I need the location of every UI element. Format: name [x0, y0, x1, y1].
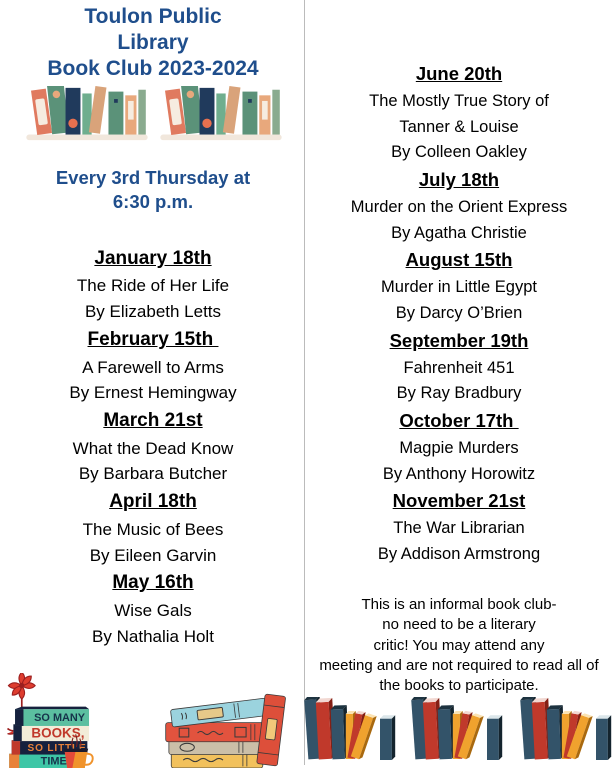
svg-text:TIME: TIME: [41, 756, 67, 768]
svg-text:SO MANY: SO MANY: [34, 712, 86, 724]
